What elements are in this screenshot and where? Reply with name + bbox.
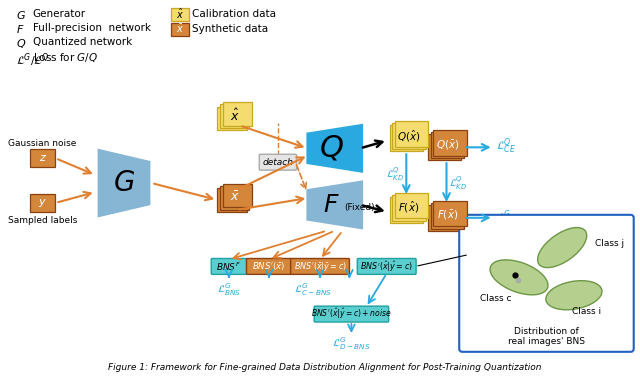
FancyBboxPatch shape: [211, 258, 246, 274]
FancyBboxPatch shape: [390, 197, 423, 223]
Text: Gaussian noise: Gaussian noise: [8, 139, 77, 148]
Text: Loss for $G$/$Q$: Loss for $G$/$Q$: [33, 51, 98, 64]
Text: Figure 1: Framework for Fine-grained Data Distribution Alignment for Post-Traini: Figure 1: Framework for Fine-grained Dat…: [108, 363, 541, 372]
FancyBboxPatch shape: [223, 184, 252, 207]
Text: $BNS'(\bar{x})$: $BNS'(\bar{x})$: [252, 260, 286, 273]
Polygon shape: [305, 122, 364, 174]
FancyBboxPatch shape: [357, 258, 416, 274]
Text: $F$: $F$: [323, 193, 340, 217]
Text: $\mathcal{L}^Q_{KD}$: $\mathcal{L}^Q_{KD}$: [387, 166, 404, 183]
Text: $\hat{x}$: $\hat{x}$: [230, 108, 239, 124]
FancyBboxPatch shape: [392, 123, 426, 149]
FancyBboxPatch shape: [431, 203, 464, 229]
FancyBboxPatch shape: [220, 105, 249, 128]
FancyBboxPatch shape: [171, 8, 189, 21]
FancyBboxPatch shape: [395, 193, 428, 218]
Text: $G$: $G$: [113, 169, 135, 197]
Text: $\hat{x}$: $\hat{x}$: [176, 7, 184, 21]
Text: Quantized network: Quantized network: [33, 37, 132, 47]
Text: $Q(\bar{x})$: $Q(\bar{x})$: [436, 139, 459, 152]
Text: $\mathcal{L}^Q_{CE}$: $\mathcal{L}^Q_{CE}$: [497, 137, 516, 157]
Text: $BNS'(\bar{x}|\bar{y}=c)$: $BNS'(\bar{x}|\bar{y}=c)$: [294, 260, 346, 273]
Text: $Q(\hat{x})$: $Q(\hat{x})$: [397, 128, 420, 144]
Text: Calibration data: Calibration data: [191, 9, 276, 19]
Text: Synthetic data: Synthetic data: [191, 24, 268, 34]
Text: $y$: $y$: [38, 197, 47, 209]
FancyBboxPatch shape: [30, 194, 56, 212]
Text: (Fixed): (Fixed): [344, 204, 375, 212]
FancyBboxPatch shape: [246, 258, 292, 274]
Text: Full-precision  network: Full-precision network: [33, 23, 151, 33]
Text: real images' BNS: real images' BNS: [508, 337, 585, 346]
Text: $F(\bar{x})$: $F(\bar{x})$: [436, 209, 458, 222]
FancyBboxPatch shape: [259, 154, 296, 170]
Text: Sampled labels: Sampled labels: [8, 216, 77, 225]
Text: Class i: Class i: [572, 307, 601, 316]
Text: $BNS^F$: $BNS^F$: [216, 260, 241, 273]
Text: $\mathcal{L}^G_{D-BNS}$: $\mathcal{L}^G_{D-BNS}$: [332, 335, 371, 352]
FancyBboxPatch shape: [460, 215, 634, 352]
Text: Generator: Generator: [33, 9, 86, 19]
Text: $\mathcal{L}^G_{C-BNS}$: $\mathcal{L}^G_{C-BNS}$: [294, 281, 332, 298]
Text: Class c: Class c: [480, 294, 511, 303]
Text: $G$: $G$: [16, 9, 26, 21]
Text: $Q$: $Q$: [319, 134, 344, 163]
FancyBboxPatch shape: [392, 195, 426, 221]
FancyBboxPatch shape: [433, 130, 467, 156]
Text: $Q$: $Q$: [16, 37, 26, 50]
Text: detach: detach: [262, 158, 293, 167]
Text: $\mathcal{L}^G_{BNS}$: $\mathcal{L}^G_{BNS}$: [217, 281, 241, 298]
Text: $F(\hat{x})$: $F(\hat{x})$: [399, 200, 420, 215]
Text: $\mathcal{L}^Q_{KD}$: $\mathcal{L}^Q_{KD}$: [449, 174, 467, 192]
Text: $\mathcal{L}^G_{CE}$: $\mathcal{L}^G_{CE}$: [497, 208, 516, 228]
Text: $\bar{x}$: $\bar{x}$: [230, 191, 239, 205]
Polygon shape: [305, 179, 364, 231]
FancyBboxPatch shape: [291, 258, 349, 274]
FancyBboxPatch shape: [171, 23, 189, 36]
Text: Class j: Class j: [595, 239, 625, 248]
Text: $BNS'(\hat{x}|\hat{y}=c)$: $BNS'(\hat{x}|\hat{y}=c)$: [360, 259, 413, 274]
Text: Distribution of: Distribution of: [514, 327, 579, 337]
Ellipse shape: [538, 227, 587, 268]
FancyBboxPatch shape: [390, 125, 423, 151]
Text: $F$: $F$: [16, 23, 25, 35]
Ellipse shape: [546, 280, 602, 310]
FancyBboxPatch shape: [314, 306, 388, 322]
FancyBboxPatch shape: [428, 135, 461, 160]
FancyBboxPatch shape: [220, 186, 249, 210]
Text: $z$: $z$: [38, 153, 47, 163]
Polygon shape: [97, 147, 152, 219]
Ellipse shape: [490, 260, 548, 295]
Text: $\bar{x}$: $\bar{x}$: [176, 23, 184, 35]
Text: $\mathcal{L}^G/\mathcal{L}^Q$: $\mathcal{L}^G/\mathcal{L}^Q$: [16, 51, 50, 69]
FancyBboxPatch shape: [30, 149, 56, 167]
FancyBboxPatch shape: [433, 200, 467, 226]
FancyBboxPatch shape: [395, 121, 428, 147]
FancyBboxPatch shape: [428, 205, 461, 231]
FancyBboxPatch shape: [217, 188, 246, 212]
FancyBboxPatch shape: [431, 132, 464, 158]
FancyBboxPatch shape: [217, 106, 246, 130]
Text: $BNS'(\hat{x}|\hat{y}=c)+noise$: $BNS'(\hat{x}|\hat{y}=c)+noise$: [311, 307, 392, 321]
FancyBboxPatch shape: [223, 102, 252, 126]
